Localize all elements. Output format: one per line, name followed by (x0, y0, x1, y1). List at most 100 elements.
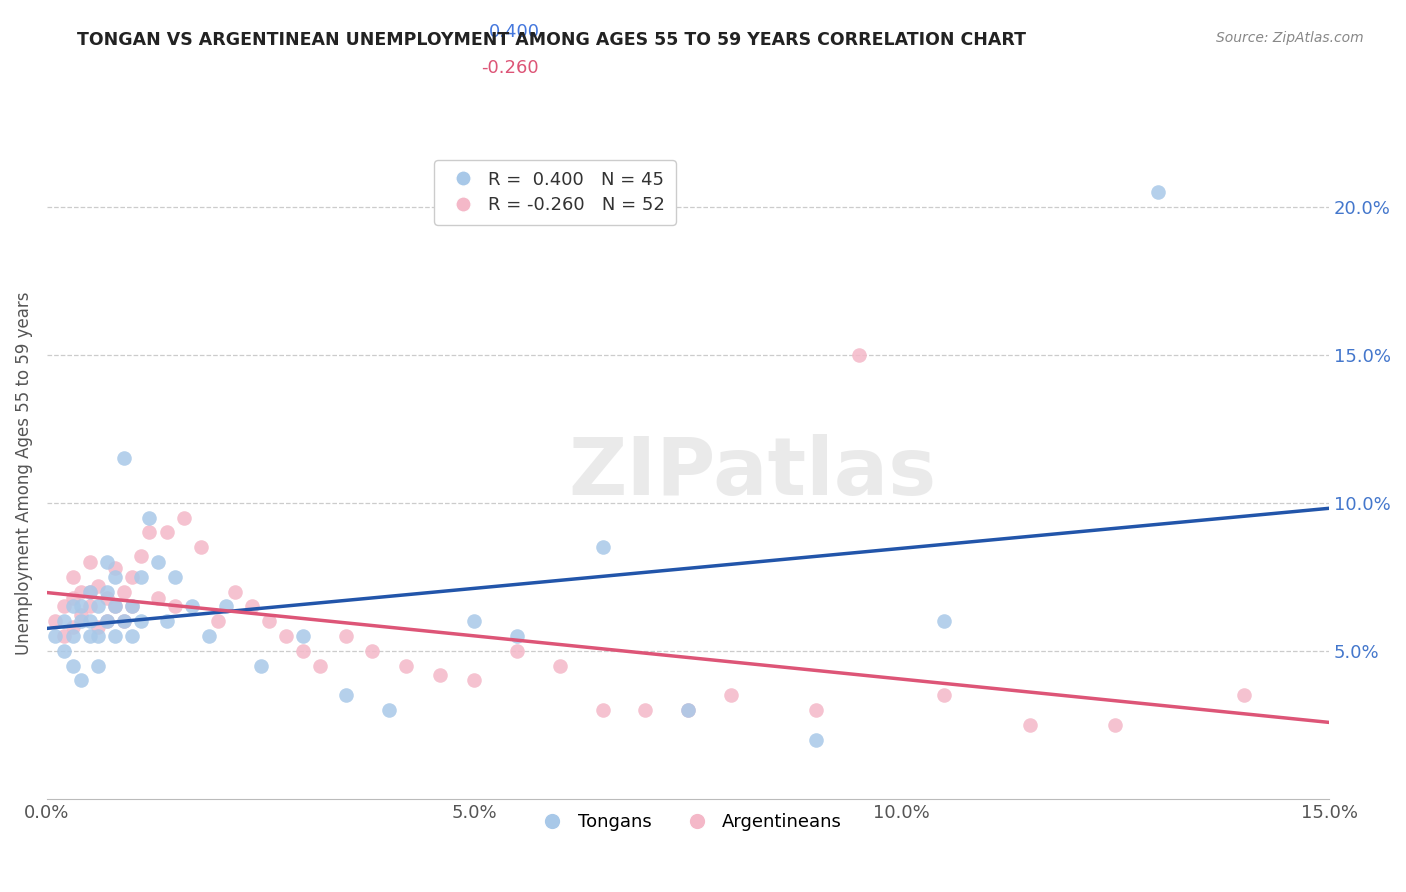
Point (207, 614, 229, 628)
Point (463, 673, 485, 688)
Point (62, 629, 84, 643)
Point (96, 614, 118, 628)
Point (79, 599, 101, 614)
Point (155, 525, 177, 540)
Point (104, 629, 127, 643)
Point (96, 555, 118, 569)
Text: Source: ZipAtlas.com: Source: ZipAtlas.com (1216, 31, 1364, 45)
Point (146, 591, 169, 605)
Point (79, 614, 101, 628)
Point (62, 620, 84, 634)
Point (96, 591, 118, 605)
Point (181, 599, 204, 614)
Point (96, 584, 118, 599)
Point (360, 644, 382, 658)
Point (129, 549, 152, 563)
Point (112, 451, 135, 466)
Point (87, 620, 110, 634)
Point (378, 703, 401, 717)
Point (276, 629, 298, 643)
Point (190, 540, 212, 554)
Point (335, 629, 357, 643)
Point (104, 599, 127, 614)
Point (70, 608, 93, 623)
Point (146, 555, 169, 569)
Point (1233, 688, 1256, 702)
Point (104, 599, 127, 614)
Point (292, 644, 315, 658)
Point (720, 688, 742, 702)
Point (173, 510, 195, 524)
Point (87, 579, 110, 593)
Point (463, 614, 485, 628)
Point (848, 348, 870, 362)
Text: 0.400: 0.400 (489, 23, 540, 41)
Point (335, 688, 357, 702)
Point (44, 614, 66, 628)
Point (53, 614, 76, 628)
Point (62, 570, 84, 584)
Point (806, 703, 828, 717)
Point (70, 599, 93, 614)
Point (70, 673, 93, 688)
Point (79, 629, 101, 643)
Point (87, 629, 110, 643)
Point (112, 584, 135, 599)
Text: ZIPatlas: ZIPatlas (568, 434, 936, 512)
Point (395, 658, 418, 673)
Point (79, 584, 101, 599)
Point (79, 555, 101, 569)
Point (215, 599, 238, 614)
Point (155, 614, 177, 628)
Point (1019, 718, 1042, 732)
Point (249, 658, 271, 673)
Point (506, 644, 529, 658)
Y-axis label: Unemployment Among Ages 55 to 59 years: Unemployment Among Ages 55 to 59 years (15, 292, 32, 655)
Point (676, 703, 699, 717)
Point (70, 614, 93, 628)
Point (806, 732, 828, 747)
Point (592, 540, 614, 554)
Point (257, 614, 280, 628)
Point (676, 703, 699, 717)
Legend: Tongans, Argentineans: Tongans, Argentineans (527, 806, 849, 838)
Point (104, 561, 127, 575)
Point (934, 614, 956, 628)
Point (70, 584, 93, 599)
Text: -0.260: -0.260 (481, 59, 538, 77)
Point (506, 629, 529, 643)
Point (87, 658, 110, 673)
Point (1147, 185, 1170, 199)
Point (129, 570, 152, 584)
Point (138, 525, 160, 540)
Point (112, 614, 135, 628)
Point (62, 658, 84, 673)
Point (121, 599, 143, 614)
Point (138, 510, 160, 524)
Text: TONGAN VS ARGENTINEAN UNEMPLOYMENT AMONG AGES 55 TO 59 YEARS CORRELATION CHART: TONGAN VS ARGENTINEAN UNEMPLOYMENT AMONG… (77, 31, 1026, 49)
Point (53, 629, 76, 643)
Point (309, 658, 332, 673)
Point (592, 703, 614, 717)
Point (934, 688, 956, 702)
Point (62, 599, 84, 614)
Point (112, 614, 135, 628)
Point (121, 599, 143, 614)
Point (87, 599, 110, 614)
Point (62, 591, 84, 605)
Point (79, 584, 101, 599)
Point (53, 644, 76, 658)
Point (165, 570, 187, 584)
Point (165, 599, 187, 614)
Point (429, 667, 451, 681)
Point (198, 629, 221, 643)
Point (548, 658, 571, 673)
Point (240, 599, 263, 614)
Point (104, 570, 127, 584)
Point (53, 599, 76, 614)
Point (129, 614, 152, 628)
Point (634, 703, 657, 717)
Point (121, 570, 143, 584)
Point (1104, 718, 1126, 732)
Point (121, 629, 143, 643)
